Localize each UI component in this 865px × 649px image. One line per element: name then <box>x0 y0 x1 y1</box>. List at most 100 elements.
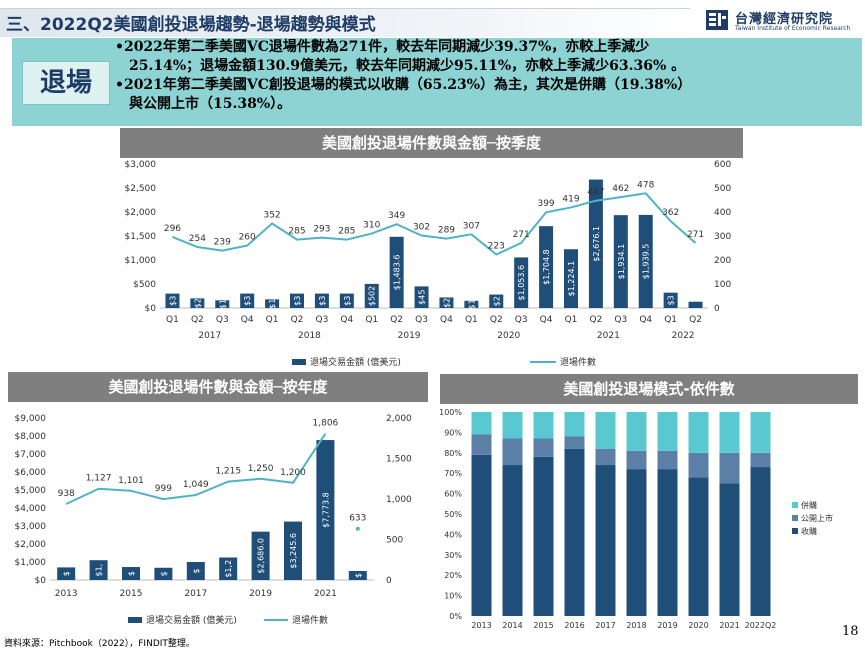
bar <box>190 298 205 308</box>
logo-english: Taiwan Institute of Economic Research <box>735 25 851 32</box>
y-left-tick: $6,000 <box>15 468 47 478</box>
bar-label: $ <box>127 571 136 576</box>
legend-line-label: 退場件數 <box>560 356 596 368</box>
count-series-line <box>172 192 697 256</box>
bar-label: $ <box>192 568 201 573</box>
stack-segment <box>564 412 585 437</box>
count-series-line <box>65 433 327 505</box>
bar <box>89 560 108 580</box>
bar <box>489 294 504 308</box>
y-tick: 70% <box>444 469 462 478</box>
x-tick-label: 2014 <box>502 621 522 630</box>
stack-segment <box>533 438 554 457</box>
bar-label: $7,773.8 <box>321 492 330 528</box>
count-label: 285 <box>338 227 355 237</box>
y-left-tick: $1,000 <box>15 558 47 568</box>
y-left-tick: $8,000 <box>15 432 47 442</box>
x-tick-label: Q2 <box>590 315 603 325</box>
stack-segment <box>471 434 492 455</box>
bar-label: $ <box>159 571 168 576</box>
year-label: 2022 <box>672 331 695 341</box>
bar-label: $2,676.1 <box>592 226 601 262</box>
bar-label: $1, <box>95 564 104 577</box>
y-left-tick: $2,500 <box>125 184 157 194</box>
y-right-tick: 1,500 <box>386 455 412 465</box>
count-label: 302 <box>413 223 430 233</box>
y-right-tick: 500 <box>386 536 403 546</box>
bar <box>316 440 335 580</box>
summary-bullets: •2022年第二季美國VC退場件數為271件，較去年同期減少39.37%，亦較上… <box>115 38 860 114</box>
stack-segment <box>688 452 709 478</box>
bar-label: $3,245.6 <box>289 533 298 569</box>
stack-segment <box>626 412 647 451</box>
x-tick-label: 2018 <box>626 621 646 630</box>
count-label: 1,127 <box>86 474 112 484</box>
stack-segment <box>564 448 585 616</box>
count-label: 296 <box>164 224 181 234</box>
x-tick-label: Q4 <box>540 315 553 325</box>
y-left-tick: $0 <box>145 304 157 314</box>
legend-swatch <box>792 515 798 521</box>
y-right-tick: 300 <box>714 232 731 242</box>
y-tick: 80% <box>444 449 462 458</box>
stack-segment <box>626 469 647 616</box>
x-tick-label: 2013 <box>55 589 78 599</box>
count-label: 352 <box>263 211 280 221</box>
bar-label: $3 <box>318 296 327 306</box>
stack-segment <box>750 412 771 453</box>
y-left-tick: $500 <box>133 280 156 290</box>
x-tick-label: 2019 <box>657 621 677 630</box>
bar-label: $2,686.0 <box>257 538 266 574</box>
tier-logo-icon <box>706 10 728 30</box>
y-right-tick: 100 <box>714 280 731 290</box>
count-label: 349 <box>388 211 405 221</box>
stack-segment <box>471 412 492 435</box>
x-tick-label: Q1 <box>465 315 478 325</box>
count-label: 254 <box>189 234 206 244</box>
count-label: 260 <box>239 233 256 243</box>
x-tick-label: Q1 <box>266 315 279 325</box>
bullet-line: 25.14%；退場金額130.9億美元，較去年同期減少95.11%，亦較上季減少… <box>129 58 686 74</box>
x-tick-label: Q3 <box>515 315 528 325</box>
stack-segment <box>719 483 740 616</box>
x-tick-label: 2016 <box>564 621 584 630</box>
bar-label: $ <box>62 571 71 576</box>
x-tick-label: 2015 <box>533 621 553 630</box>
y-tick: 10% <box>444 592 462 601</box>
bar <box>389 236 404 308</box>
title-bar <box>0 8 690 37</box>
legend-swatch <box>792 502 798 508</box>
count-label: 289 <box>438 226 455 236</box>
y-left-tick: $7,000 <box>15 450 47 460</box>
y-tick: 20% <box>444 571 462 580</box>
year-label: 2021 <box>597 331 620 341</box>
x-tick-label: Q1 <box>166 315 179 325</box>
count-label: 271 <box>687 230 704 240</box>
x-tick-label: 2019 <box>249 589 272 599</box>
count-label: 1,806 <box>313 419 339 429</box>
bar-label: $3 <box>243 296 252 306</box>
stack-segment <box>688 412 709 453</box>
bar-label: $3 <box>293 296 302 306</box>
y-left-tick: $0 <box>35 576 47 586</box>
x-tick-label: Q1 <box>664 315 677 325</box>
annual-chart-title: 美國創投退場件數與金額─按年度 <box>8 372 428 402</box>
x-tick-label: 2017 <box>184 589 207 599</box>
x-tick-label: 2013 <box>471 621 491 630</box>
count-label: 633 <box>349 514 366 524</box>
year-label: 2019 <box>398 331 421 341</box>
bar-label: $1,053.6 <box>517 265 526 301</box>
x-tick-label: 2020 <box>688 621 708 630</box>
bar <box>613 215 628 308</box>
y-left-tick: $3,000 <box>15 522 47 532</box>
bar <box>122 567 140 580</box>
bar <box>165 293 180 308</box>
y-left-tick: $1,000 <box>125 256 157 266</box>
year-label: 2018 <box>298 331 321 341</box>
count-label: 1,250 <box>248 464 274 474</box>
stack-segment <box>471 454 492 616</box>
count-label: 447 <box>587 188 604 198</box>
y-right-tick: 2,000 <box>386 414 412 424</box>
bar <box>364 283 379 308</box>
x-tick-label: Q2 <box>390 315 403 325</box>
